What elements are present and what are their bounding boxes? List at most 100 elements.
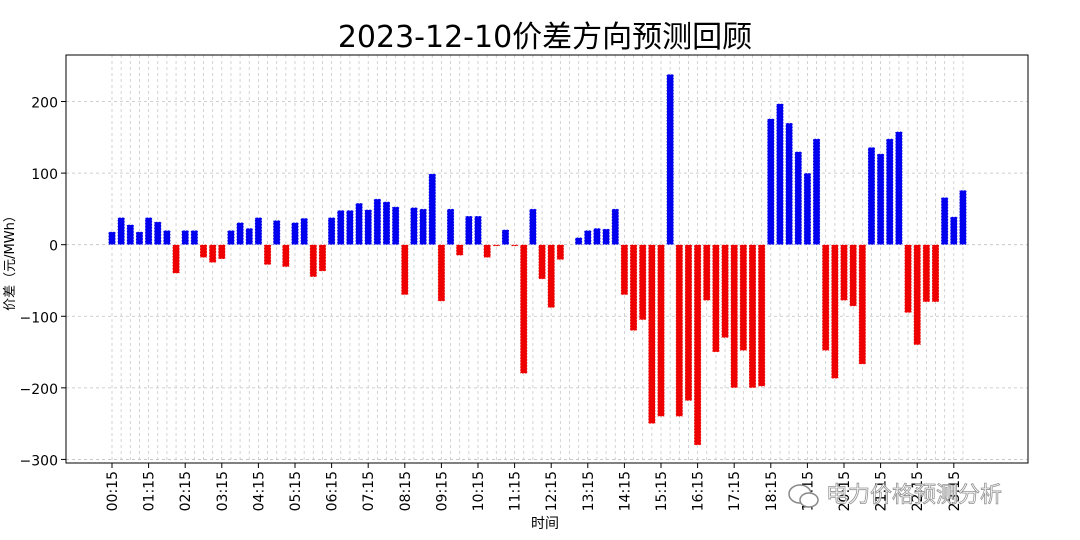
bar <box>693 244 702 446</box>
bar <box>922 244 931 303</box>
x-tick-label: 21:15 <box>874 471 890 511</box>
bar <box>803 172 812 246</box>
x-axis-ticks: 00:15 01:15 02:15 03:15 04:15 05:15 06:15 07:15… <box>105 463 963 511</box>
x-tick-label: 04:15 <box>251 471 267 511</box>
bar <box>126 224 135 246</box>
bar <box>346 209 354 246</box>
x-tick-label: 02:15 <box>178 471 194 511</box>
y-tick-label: −300 <box>20 453 58 469</box>
bar <box>959 189 967 246</box>
bar <box>730 244 739 389</box>
bar <box>657 244 665 417</box>
x-tick-label: 18:15 <box>764 471 780 511</box>
bar <box>739 244 748 351</box>
bar <box>812 138 821 246</box>
bar <box>858 244 867 365</box>
bar <box>263 244 272 266</box>
bar <box>647 244 656 424</box>
bar <box>327 217 336 246</box>
bar <box>282 244 290 268</box>
bar <box>108 231 116 246</box>
plot-frame <box>65 54 1029 464</box>
bar <box>602 228 610 246</box>
bar <box>876 153 885 246</box>
bar <box>190 230 199 246</box>
bar <box>821 244 830 351</box>
chart-title: 2023-12-10价差方向预测回顾 <box>338 20 752 55</box>
bar <box>318 244 327 272</box>
bar-layer <box>108 73 967 446</box>
bar <box>757 244 766 387</box>
bar <box>702 244 711 301</box>
x-tick-label: 06:15 <box>325 471 341 511</box>
bar <box>227 230 235 246</box>
bar <box>830 244 839 379</box>
bar <box>794 151 803 246</box>
bar <box>949 216 958 246</box>
x-tick-label: 22:15 <box>910 471 926 511</box>
bar <box>446 208 455 246</box>
y-tick-label: 100 <box>31 167 58 183</box>
bar <box>849 244 858 307</box>
bar <box>556 244 565 261</box>
x-tick-label: 00:15 <box>105 471 121 511</box>
bar <box>776 103 784 246</box>
bar <box>199 244 208 258</box>
y-axis-ticks: 200 100 0 −100 −200 −300 <box>20 96 66 469</box>
bar <box>712 244 720 353</box>
bar <box>885 138 894 246</box>
bar <box>410 207 418 246</box>
bar <box>474 215 482 246</box>
bar <box>867 146 876 246</box>
bar <box>547 244 556 309</box>
bar <box>428 173 437 246</box>
bar <box>172 244 180 274</box>
x-tick-label: 23:15 <box>947 471 963 511</box>
bar <box>748 244 757 389</box>
y-tick-label: 200 <box>31 96 58 112</box>
bar <box>931 244 940 303</box>
bar <box>501 229 510 246</box>
bar <box>538 244 546 280</box>
bar <box>217 244 226 260</box>
bar <box>236 222 244 246</box>
bar <box>364 209 373 246</box>
bar <box>419 208 427 246</box>
x-tick-label: 10:15 <box>471 471 487 511</box>
bar <box>519 244 528 374</box>
bar <box>510 244 519 247</box>
x-tick-label: 08:15 <box>398 471 414 511</box>
bar <box>629 244 638 331</box>
bar <box>895 131 903 246</box>
x-tick-label: 01:15 <box>142 471 158 511</box>
y-tick-label: −200 <box>20 382 58 398</box>
bar <box>465 215 473 246</box>
bar <box>611 208 620 246</box>
bar <box>593 227 601 246</box>
bar <box>163 230 171 246</box>
bar <box>208 244 217 263</box>
bar <box>684 244 693 402</box>
x-tick-label: 11:15 <box>508 471 524 511</box>
x-tick-label: 03:15 <box>215 471 231 511</box>
bar <box>492 244 501 247</box>
bar <box>638 244 647 321</box>
x-tick-label: 09:15 <box>434 471 450 511</box>
bar <box>904 244 912 314</box>
bar <box>181 230 190 246</box>
y-axis-label: 价差（元/MWh） <box>3 209 18 311</box>
x-tick-label: 05:15 <box>288 471 304 511</box>
bar <box>272 219 281 246</box>
y-tick-label: 0 <box>49 239 58 255</box>
x-tick-label: 15:15 <box>654 471 670 511</box>
bar <box>574 237 583 246</box>
x-tick-label: 17:15 <box>727 471 743 511</box>
bar <box>583 230 592 246</box>
bar <box>309 244 318 278</box>
bar <box>620 244 629 296</box>
bar <box>373 198 382 246</box>
bar <box>117 217 126 246</box>
bar <box>785 122 793 246</box>
watermark: 电力价格预测分析 <box>788 483 1002 508</box>
